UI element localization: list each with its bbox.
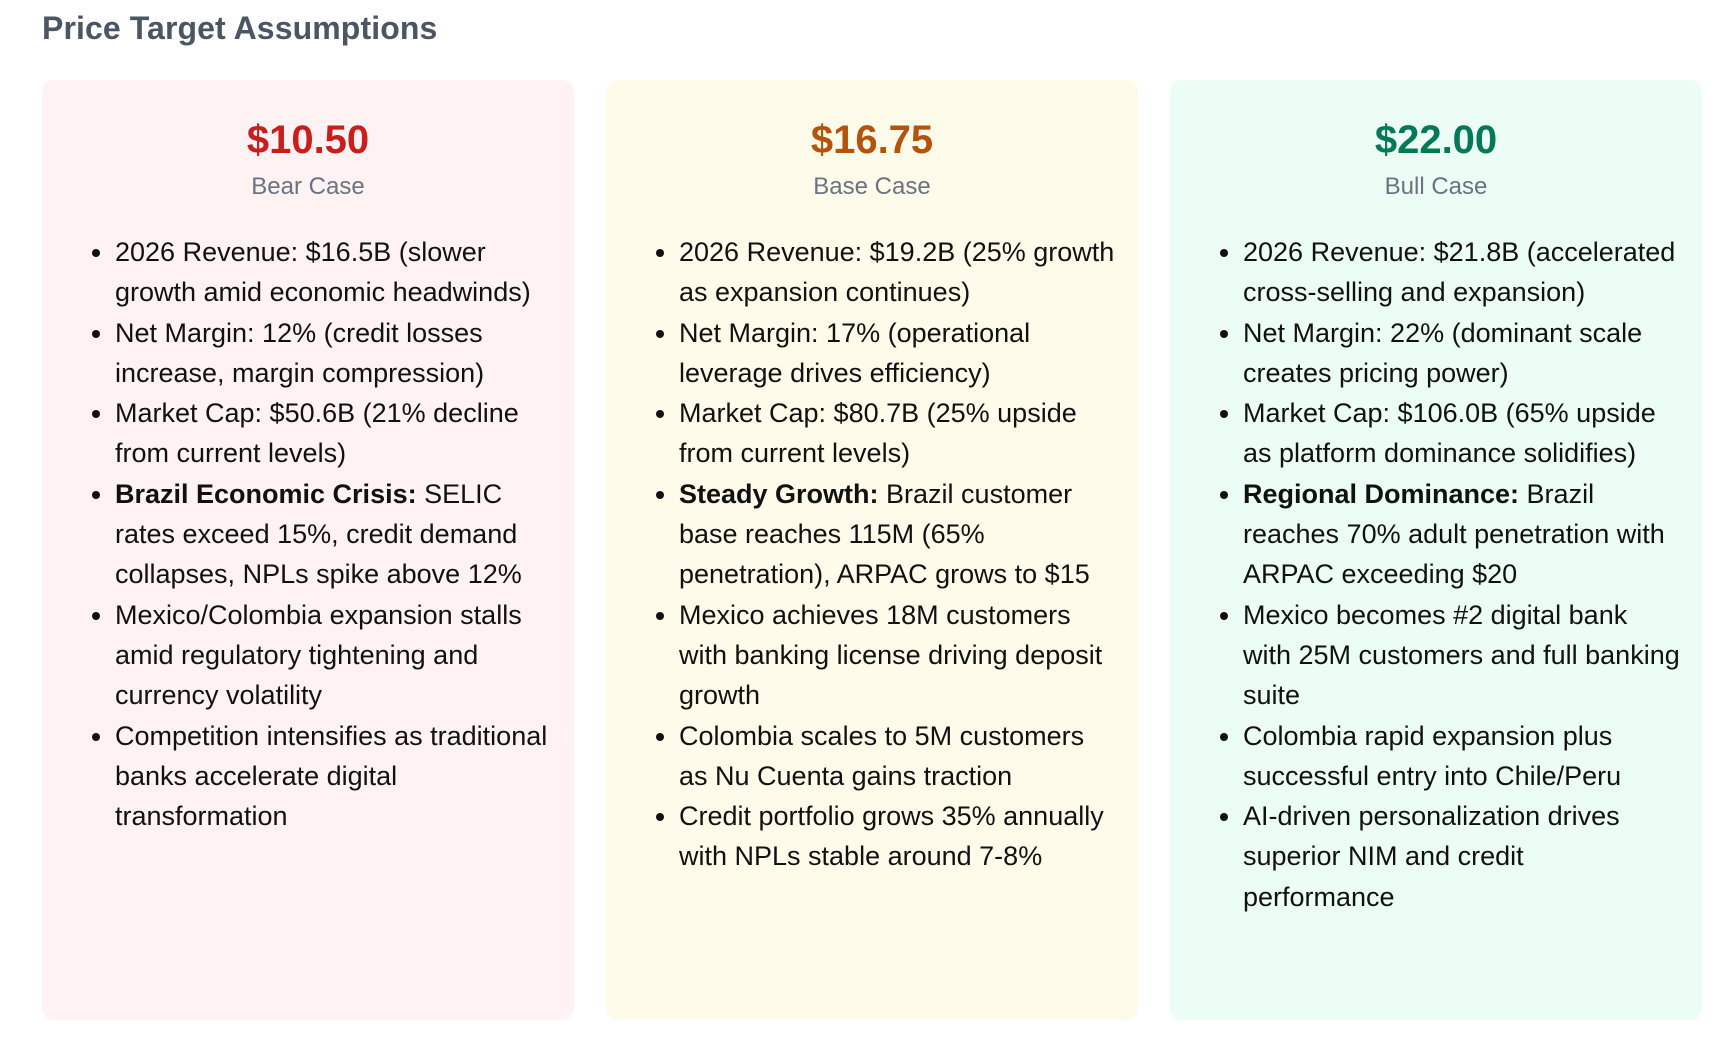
assumption-text: Net Margin: 12% (credit losses increase,…	[115, 317, 485, 388]
assumption-item: Mexico achieves 18M customers with banki…	[679, 595, 1118, 716]
assumption-item: Net Margin: 12% (credit losses increase,…	[115, 313, 554, 394]
assumption-item: 2026 Revenue: $21.8B (accelerated cross-…	[1243, 232, 1682, 313]
base-assumption-list: 2026 Revenue: $19.2B (25% growth as expa…	[606, 232, 1138, 877]
assumption-text: Brazil reaches 70% adult penetration wit…	[1243, 478, 1665, 590]
bear-assumption-list: 2026 Revenue: $16.5B (slower growth amid…	[42, 232, 574, 836]
assumption-heading: Regional Dominance:	[1243, 478, 1520, 509]
assumption-text: Net Margin: 22% (dominant scale creates …	[1243, 317, 1643, 388]
assumption-text: Mexico/Colombia expansion stalls amid re…	[115, 599, 522, 711]
assumption-text: 2026 Revenue: $16.5B (slower growth amid…	[115, 237, 531, 308]
assumption-text: Mexico achieves 18M customers with banki…	[679, 599, 1103, 711]
assumption-item: Mexico becomes #2 digital bank with 25M …	[1243, 595, 1682, 716]
bear-case-card: $10.50 Bear Case 2026 Revenue: $16.5B (s…	[42, 80, 574, 1020]
assumption-item: Net Margin: 22% (dominant scale creates …	[1243, 313, 1682, 394]
assumption-heading: Brazil Economic Crisis:	[115, 478, 417, 509]
assumption-text: Colombia rapid expansion plus successful…	[1243, 720, 1622, 791]
assumption-text: AI-driven personalization drives superio…	[1243, 801, 1620, 912]
assumption-text: Colombia scales to 5M customers as Nu Cu…	[679, 720, 1085, 791]
base-case-label: Base Case	[813, 173, 931, 200]
assumption-text: SELIC rates exceed 15%, credit demand co…	[115, 478, 522, 590]
base-case-card: $16.75 Base Case 2026 Revenue: $19.2B (2…	[606, 80, 1138, 1020]
page-title: Price Target Assumptions	[42, 10, 438, 46]
assumption-item: Colombia scales to 5M customers as Nu Cu…	[679, 716, 1118, 797]
scenario-cards: $10.50 Bear Case 2026 Revenue: $16.5B (s…	[42, 80, 1702, 1020]
assumption-item: Regional Dominance: Brazil reaches 70% a…	[1243, 474, 1682, 595]
assumption-text: Market Cap: $106.0B (65% upside as platf…	[1243, 398, 1656, 469]
assumption-text: Market Cap: $50.6B (21% decline from cur…	[115, 398, 519, 469]
assumption-item: Mexico/Colombia expansion stalls amid re…	[115, 595, 554, 716]
assumption-text: Brazil customer base reaches 115M (65% p…	[679, 478, 1090, 590]
assumption-item: Competition intensifies as traditional b…	[115, 716, 554, 837]
assumption-item: Credit portfolio grows 35% annually with…	[679, 796, 1118, 877]
bull-price-target: $22.00	[1374, 118, 1498, 162]
assumption-text: Mexico becomes #2 digital bank with 25M …	[1243, 599, 1680, 711]
base-price-target: $16.75	[810, 118, 934, 162]
assumption-item: Net Margin: 17% (operational leverage dr…	[679, 313, 1118, 394]
bear-case-label: Bear Case	[251, 173, 365, 200]
assumption-text: Credit portfolio grows 35% annually with…	[679, 801, 1104, 872]
assumption-text: 2026 Revenue: $21.8B (accelerated cross-…	[1243, 237, 1676, 308]
assumption-item: Colombia rapid expansion plus successful…	[1243, 716, 1682, 797]
assumption-item: 2026 Revenue: $16.5B (slower growth amid…	[115, 232, 554, 313]
assumption-item: Market Cap: $50.6B (21% decline from cur…	[115, 393, 554, 474]
assumption-item: Brazil Economic Crisis: SELIC rates exce…	[115, 474, 554, 595]
bull-case-card: $22.00 Bull Case 2026 Revenue: $21.8B (a…	[1170, 80, 1702, 1020]
assumption-item: AI-driven personalization drives superio…	[1243, 796, 1682, 917]
assumption-text: 2026 Revenue: $19.2B (25% growth as expa…	[679, 237, 1115, 308]
assumption-text: Market Cap: $80.7B (25% upside from curr…	[679, 398, 1077, 469]
assumption-text: Competition intensifies as traditional b…	[115, 720, 548, 832]
bull-assumption-list: 2026 Revenue: $21.8B (accelerated cross-…	[1170, 232, 1702, 917]
bull-case-label: Bull Case	[1384, 173, 1488, 200]
assumption-item: Market Cap: $80.7B (25% upside from curr…	[679, 393, 1118, 474]
assumption-text: Net Margin: 17% (operational leverage dr…	[679, 317, 1031, 388]
bear-price-target: $10.50	[246, 118, 370, 162]
assumption-item: 2026 Revenue: $19.2B (25% growth as expa…	[679, 232, 1118, 313]
assumption-heading: Steady Growth:	[679, 478, 879, 509]
assumption-item: Market Cap: $106.0B (65% upside as platf…	[1243, 393, 1682, 474]
assumption-item: Steady Growth: Brazil customer base reac…	[679, 474, 1118, 595]
